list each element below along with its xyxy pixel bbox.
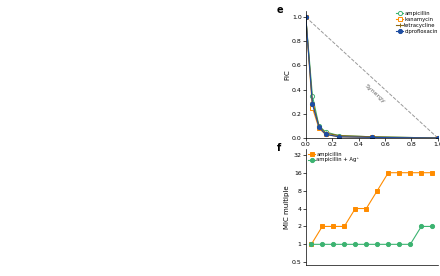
ciprofloxacin bbox=[310, 102, 315, 106]
ampicillin + Ag⁺ bbox=[408, 243, 413, 246]
Text: Synergy: Synergy bbox=[363, 83, 386, 104]
Y-axis label: FIC: FIC bbox=[284, 69, 290, 80]
ampicillin bbox=[331, 225, 336, 228]
tetracycline bbox=[323, 131, 328, 135]
ampicillin bbox=[303, 15, 308, 19]
ampicillin bbox=[341, 225, 347, 228]
kanamycin bbox=[323, 133, 328, 136]
tetracycline bbox=[310, 100, 315, 104]
ampicillin bbox=[419, 171, 424, 174]
Line: ampicillin: ampicillin bbox=[309, 171, 434, 246]
Text: e: e bbox=[277, 5, 283, 15]
ampicillin + Ag⁺ bbox=[364, 243, 369, 246]
ampicillin bbox=[309, 243, 314, 246]
tetracycline bbox=[369, 135, 374, 139]
ciprofloxacin bbox=[323, 133, 328, 136]
ampicillin bbox=[369, 135, 374, 139]
Line: tetracycline: tetracycline bbox=[304, 15, 440, 140]
ampicillin bbox=[408, 171, 413, 174]
ampicillin bbox=[397, 171, 402, 174]
ciprofloxacin bbox=[435, 136, 440, 140]
ampicillin bbox=[435, 136, 440, 140]
Line: ciprofloxacin: ciprofloxacin bbox=[304, 15, 440, 140]
Text: f: f bbox=[277, 143, 281, 153]
ampicillin bbox=[323, 130, 328, 134]
ampicillin + Ag⁺ bbox=[375, 243, 380, 246]
tetracycline bbox=[303, 15, 308, 19]
tetracycline bbox=[336, 134, 341, 137]
kanamycin bbox=[435, 136, 440, 140]
tetracycline bbox=[316, 124, 322, 128]
ampicillin + Ag⁺ bbox=[319, 243, 325, 246]
ampicillin + Ag⁺ bbox=[430, 225, 435, 228]
ampicillin + Ag⁺ bbox=[385, 243, 391, 246]
X-axis label: FIC$_{Ag^+}$: FIC$_{Ag^+}$ bbox=[360, 148, 383, 160]
Y-axis label: MIC multiple: MIC multiple bbox=[285, 185, 290, 229]
ampicillin bbox=[364, 207, 369, 210]
ampicillin + Ag⁺ bbox=[397, 243, 402, 246]
Line: kanamycin: kanamycin bbox=[304, 15, 440, 140]
ampicillin bbox=[319, 225, 325, 228]
Line: ampicillin + Ag⁺: ampicillin + Ag⁺ bbox=[309, 224, 434, 246]
Legend: ampicillin, ampicillin + Ag⁺: ampicillin, ampicillin + Ag⁺ bbox=[308, 152, 359, 163]
kanamycin bbox=[369, 136, 374, 139]
ampicillin bbox=[353, 207, 358, 210]
ampicillin + Ag⁺ bbox=[309, 243, 314, 246]
ciprofloxacin bbox=[369, 136, 374, 139]
ciprofloxacin bbox=[336, 135, 341, 139]
ampicillin + Ag⁺ bbox=[419, 225, 424, 228]
ampicillin + Ag⁺ bbox=[341, 243, 347, 246]
ampicillin bbox=[336, 134, 341, 137]
Legend: ampicillin, kanamycin, tetracycline, ciprofloxacin: ampicillin, kanamycin, tetracycline, cip… bbox=[396, 11, 438, 33]
ampicillin bbox=[385, 171, 391, 174]
ciprofloxacin bbox=[303, 15, 308, 19]
Line: ampicillin: ampicillin bbox=[304, 15, 440, 140]
ampicillin bbox=[375, 189, 380, 192]
ampicillin + Ag⁺ bbox=[331, 243, 336, 246]
kanamycin bbox=[316, 127, 322, 130]
kanamycin bbox=[336, 135, 341, 139]
ampicillin + Ag⁺ bbox=[353, 243, 358, 246]
kanamycin bbox=[303, 15, 308, 19]
ampicillin bbox=[316, 124, 322, 128]
kanamycin bbox=[310, 106, 315, 109]
ciprofloxacin bbox=[316, 126, 322, 129]
ampicillin bbox=[430, 171, 435, 174]
tetracycline bbox=[435, 136, 440, 140]
ampicillin bbox=[310, 94, 315, 97]
